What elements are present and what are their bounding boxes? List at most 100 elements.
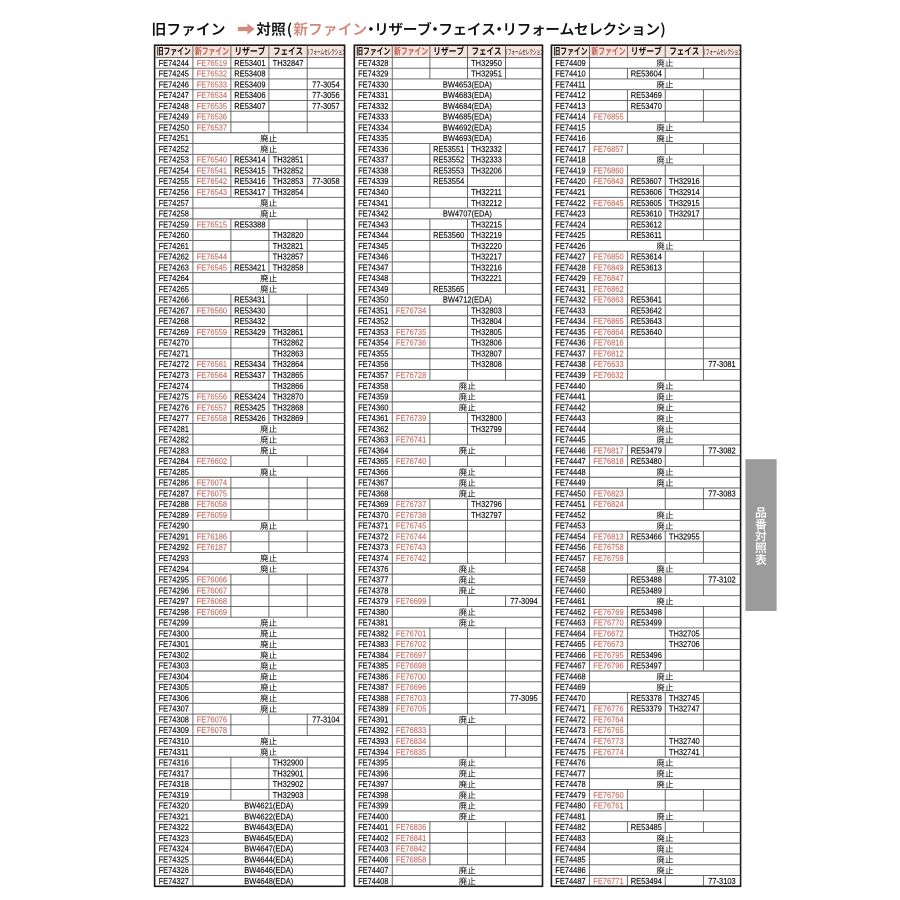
svg-text:FE74376: FE74376 — [358, 564, 389, 574]
svg-text:TH32747: TH32747 — [669, 704, 700, 714]
svg-text:FE74398: FE74398 — [358, 790, 389, 800]
svg-text:FE76833: FE76833 — [396, 725, 427, 735]
svg-text:FE74352: FE74352 — [358, 316, 389, 326]
svg-text:FE74319: FE74319 — [159, 790, 190, 800]
svg-text:FE76849: FE76849 — [593, 262, 624, 272]
svg-text:FE74372: FE74372 — [358, 531, 389, 541]
svg-text:FE74469: FE74469 — [555, 682, 586, 692]
svg-text:FE74267: FE74267 — [159, 305, 190, 315]
svg-text:77-3054: 77-3054 — [312, 79, 340, 89]
svg-text:FE74292: FE74292 — [159, 542, 190, 552]
svg-text:RE53551: RE53551 — [433, 144, 464, 154]
svg-text:FE76545: FE76545 — [197, 262, 228, 272]
svg-text:FE74457: FE74457 — [555, 553, 586, 563]
svg-text:FE76702: FE76702 — [396, 639, 427, 649]
svg-text:FE74266: FE74266 — [159, 295, 190, 305]
svg-text:FE74358: FE74358 — [358, 381, 389, 391]
svg-text:FE74245: FE74245 — [159, 69, 190, 79]
svg-text:TH32799: TH32799 — [471, 424, 502, 434]
svg-text:FE76532: FE76532 — [197, 69, 228, 79]
svg-text:RE53643: RE53643 — [631, 316, 662, 326]
svg-text:FE76074: FE76074 — [197, 478, 228, 488]
svg-text:TH32221: TH32221 — [471, 273, 502, 283]
svg-text:FE74305: FE74305 — [159, 682, 190, 692]
svg-text:FE76836: FE76836 — [396, 822, 427, 832]
svg-text:RE53432: RE53432 — [234, 316, 265, 326]
svg-text:TH32950: TH32950 — [471, 58, 502, 68]
svg-text:RE53469: RE53469 — [631, 90, 662, 100]
svg-text:FE74353: FE74353 — [358, 327, 389, 337]
svg-text:FE74322: FE74322 — [159, 822, 190, 832]
svg-text:FE76734: FE76734 — [396, 305, 427, 315]
svg-text:RE53640: RE53640 — [631, 327, 662, 337]
svg-text:FE74380: FE74380 — [358, 607, 389, 617]
svg-text:FE74365: FE74365 — [358, 456, 389, 466]
svg-text:FE76557: FE76557 — [197, 402, 228, 412]
svg-text:TH32858: TH32858 — [273, 262, 304, 272]
svg-text:FE76738: FE76738 — [396, 510, 427, 520]
svg-text:FE74441: FE74441 — [555, 392, 586, 402]
svg-text:FE74298: FE74298 — [159, 607, 190, 617]
svg-text:RE53494: RE53494 — [631, 876, 662, 886]
svg-text:FE74406: FE74406 — [358, 854, 389, 864]
svg-text:FE74355: FE74355 — [358, 348, 389, 358]
svg-text:FE74399: FE74399 — [358, 801, 389, 811]
svg-text:FE74387: FE74387 — [358, 682, 389, 692]
svg-text:FE74263: FE74263 — [159, 262, 190, 272]
svg-text:FE76843: FE76843 — [593, 176, 624, 186]
svg-text:FE74413: FE74413 — [555, 101, 586, 111]
svg-text:FE74290: FE74290 — [159, 521, 190, 531]
svg-text:FE76515: FE76515 — [197, 219, 228, 229]
svg-text:FE74377: FE74377 — [358, 575, 389, 585]
svg-text:FE74431: FE74431 — [555, 284, 586, 294]
svg-text:FE74442: FE74442 — [555, 402, 586, 412]
svg-text:TH32796: TH32796 — [471, 499, 502, 509]
svg-text:FE76701: FE76701 — [396, 628, 427, 638]
svg-text:FE74392: FE74392 — [358, 725, 389, 735]
svg-text:FE76633: FE76633 — [593, 359, 624, 369]
svg-text:BW4712(EDA): BW4712(EDA) — [443, 295, 492, 305]
svg-text:FE76737: FE76737 — [396, 499, 427, 509]
svg-text:FE76850: FE76850 — [593, 252, 624, 262]
svg-text:FE74452: FE74452 — [555, 510, 586, 520]
svg-text:RE53378: RE53378 — [631, 693, 662, 703]
svg-text:FE74296: FE74296 — [159, 585, 190, 595]
svg-text:RE53416: RE53416 — [234, 176, 265, 186]
svg-text:FE74310: FE74310 — [159, 736, 190, 746]
svg-text:FE74418: FE74418 — [555, 155, 586, 165]
svg-text:TH32332: TH32332 — [471, 144, 502, 154]
svg-text:FE76764: FE76764 — [593, 714, 624, 724]
svg-text:FE74403: FE74403 — [358, 844, 389, 854]
svg-text:77-3083: 77-3083 — [708, 488, 736, 498]
svg-text:TH32851: TH32851 — [273, 155, 304, 165]
svg-text:FE76534: FE76534 — [197, 90, 228, 100]
svg-text:FE76834: FE76834 — [396, 736, 427, 746]
svg-text:RE53552: RE53552 — [433, 155, 464, 165]
svg-text:RE53414: RE53414 — [234, 155, 265, 165]
svg-text:TH32217: TH32217 — [471, 252, 502, 262]
svg-text:FE76823: FE76823 — [593, 488, 624, 498]
svg-text:FE76760: FE76760 — [593, 790, 624, 800]
svg-text:TH32862: TH32862 — [273, 338, 304, 348]
svg-text:FE74416: FE74416 — [555, 133, 586, 143]
svg-text:FE74427: FE74427 — [555, 252, 586, 262]
svg-text:RE53479: RE53479 — [631, 445, 662, 455]
svg-text:RE53614: RE53614 — [631, 252, 662, 262]
svg-text:FE74476: FE74476 — [555, 758, 586, 768]
svg-text:FE74394: FE74394 — [358, 747, 389, 757]
svg-text:TH32903: TH32903 — [273, 790, 304, 800]
svg-text:RE53610: RE53610 — [631, 209, 662, 219]
svg-text:FE76847: FE76847 — [593, 273, 624, 283]
svg-text:FE76068: FE76068 — [197, 596, 228, 606]
svg-text:FE74440: FE74440 — [555, 381, 586, 391]
svg-text:FE74332: FE74332 — [358, 101, 389, 111]
svg-text:TH32740: TH32740 — [669, 736, 700, 746]
svg-text:FE74468: FE74468 — [555, 671, 586, 681]
svg-text:FE74262: FE74262 — [159, 252, 190, 262]
svg-text:FE74297: FE74297 — [159, 596, 190, 606]
svg-text:FE74379: FE74379 — [358, 596, 389, 606]
svg-text:FE74487: FE74487 — [555, 876, 586, 886]
svg-text:FE74360: FE74360 — [358, 402, 389, 412]
svg-text:FE74361: FE74361 — [358, 413, 389, 423]
svg-text:FE74283: FE74283 — [159, 445, 190, 455]
